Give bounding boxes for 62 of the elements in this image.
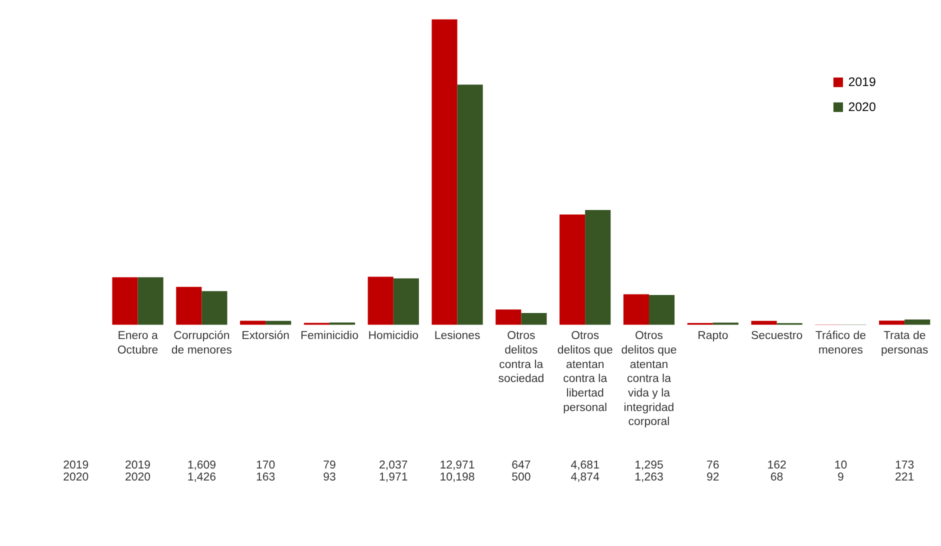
bar xyxy=(138,277,164,325)
data-label: 68 xyxy=(770,471,784,484)
text: 2019 xyxy=(63,459,89,472)
x-tick-label: Otros delitos que atentan contra la libertad personal xyxy=(557,330,613,414)
bar xyxy=(623,294,649,325)
data-label: 4,681 xyxy=(570,459,600,472)
data-label: 163 xyxy=(256,471,276,484)
x-tick-label: Lesiones xyxy=(434,330,480,342)
bar xyxy=(112,277,138,325)
data-label: 12,971 xyxy=(440,459,475,472)
bar xyxy=(202,291,228,325)
data-label: 170 xyxy=(256,459,276,472)
data-label: 10 xyxy=(834,459,848,472)
data-label: 500 xyxy=(512,471,531,484)
data-label: 1,609 xyxy=(187,459,216,472)
bar xyxy=(648,295,675,325)
data-label: 2,037 xyxy=(379,459,408,472)
legend-label: 2019 xyxy=(848,75,876,90)
x-tick-label: Homicidio xyxy=(368,330,419,342)
x-tick-label: Otros delitos contra la sociedad xyxy=(498,330,544,386)
data-label: 1,295 xyxy=(634,459,664,472)
data-label: 92 xyxy=(706,471,720,484)
x-tick-label: Trata de personas xyxy=(881,330,928,356)
bar xyxy=(904,320,930,325)
bar xyxy=(240,320,266,325)
x-tick-label: Tráfico de menores xyxy=(815,330,866,356)
data-label: 1,426 xyxy=(187,471,216,484)
data-label: 4,874 xyxy=(570,471,600,484)
data-label: 2020 xyxy=(125,471,151,484)
data-label: 162 xyxy=(767,459,786,472)
bar xyxy=(393,278,419,325)
data-label: 2019 xyxy=(125,459,151,472)
bar xyxy=(879,320,905,325)
bar xyxy=(266,320,292,325)
bar xyxy=(368,276,394,325)
bar xyxy=(585,210,611,325)
data-label: 173 xyxy=(895,459,914,472)
data-label: 1,971 xyxy=(379,471,408,484)
data-label: 76 xyxy=(706,459,720,472)
bar xyxy=(560,214,586,325)
x-tick-label: Rapto xyxy=(698,330,728,342)
data-label: 221 xyxy=(895,471,914,484)
x-tick-label: Corrupción de menores xyxy=(171,330,232,356)
x-tick-label: Otros delitos que atentan contra la vida y la integridad corporal xyxy=(621,330,677,428)
data-label: 93 xyxy=(323,471,336,484)
x-tick-label: Enero a Octubre xyxy=(117,330,158,356)
data-label: 1,263 xyxy=(634,471,664,484)
legend-label: 2020 xyxy=(848,100,876,114)
bar xyxy=(496,310,522,325)
x-tick-label: Secuestro xyxy=(750,330,803,342)
data-label: 10,198 xyxy=(440,471,475,484)
data-label: 79 xyxy=(323,459,336,472)
bar xyxy=(432,19,458,325)
bar xyxy=(521,312,547,325)
bar xyxy=(457,84,483,325)
x-tick-label: Extorsión xyxy=(242,330,290,342)
data-label: 647 xyxy=(512,459,531,472)
bar xyxy=(751,320,777,325)
bar xyxy=(176,286,202,325)
x-tick-label: Feminicidio xyxy=(300,330,358,342)
text: 2020 xyxy=(63,471,89,484)
data-label: 9 xyxy=(837,471,844,484)
